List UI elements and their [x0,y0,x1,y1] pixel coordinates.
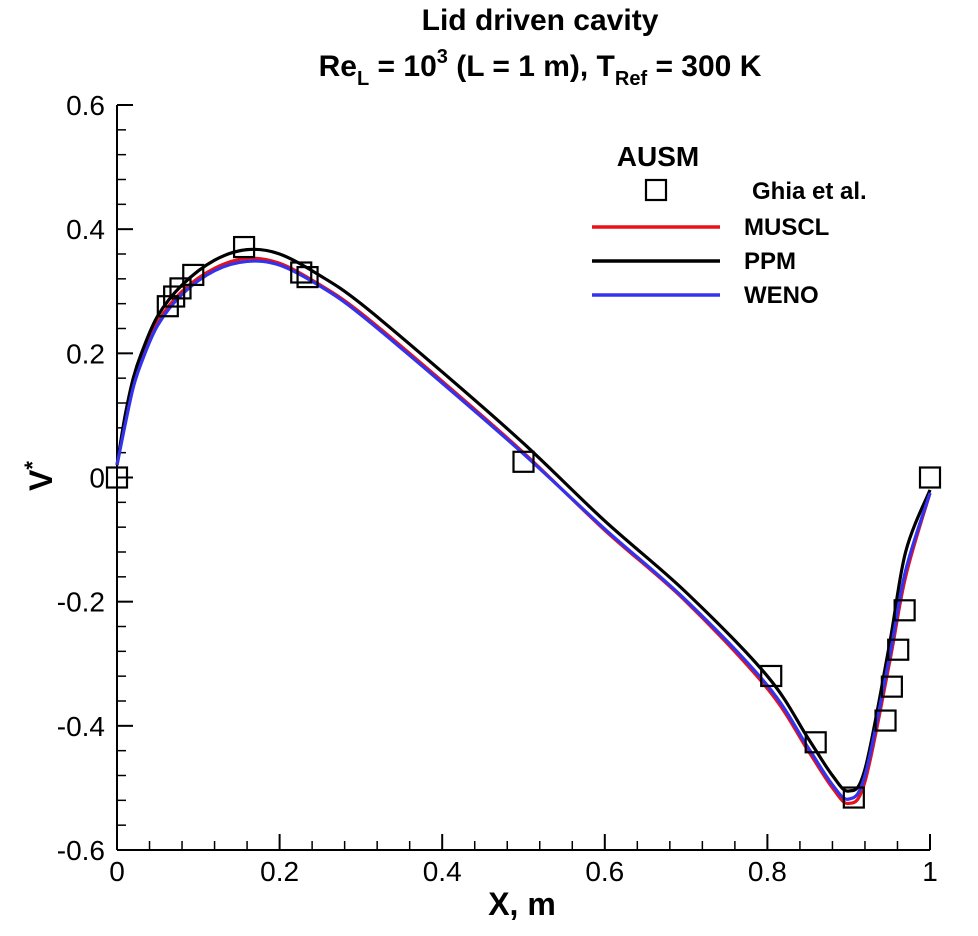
ghia-data-point [887,638,910,661]
x-tick-label: 0.2 [260,856,299,887]
y-tick-label: -0.2 [57,587,105,618]
x-tick-label: 0 [109,856,125,887]
y-axis-label-sup: * [20,461,45,470]
subtitle-re: Re [319,50,357,83]
subtitle-re-sub: L [357,68,369,90]
ghia-data-point [893,599,916,622]
ghia-data-point [918,466,942,489]
ghia-data-point [512,450,535,473]
subtitle-exp: 3 [437,46,448,68]
series-line-ppm [115,247,932,793]
chart-title: Lid driven cavity [422,4,659,37]
subtitle-temp: = 300 K [647,50,762,83]
ticks-group: -0.6 -0.4 -0.2 0 0.2 0.4 0.6 0 0.2 0.4 0.6 0.8 1 [57,90,938,887]
y-tick-label: -0.6 [57,835,105,866]
x-tick-label: 0.8 [748,856,787,887]
ghia-data-point [105,466,129,489]
series-line-weno [115,259,932,801]
ghia-data-point [842,786,865,809]
y-tick-label: 0.4 [66,214,105,245]
subtitle-t-sub: Ref [615,68,648,90]
legend-label-weno: WENO [744,282,819,309]
ghia-data-point [232,235,256,259]
y-axis-label: V* [20,461,59,491]
series-group [115,247,932,806]
ghia-data-point [874,709,897,732]
ghia-data-point [169,277,192,300]
chart-subtitle: ReL = 103 (L = 1 m), TRef = 300 K [319,46,762,90]
legend: AUSM Ghia et al. MUSCL PPM WENO [592,141,867,309]
y-tick-label: -0.4 [57,711,105,742]
subtitle-length: (L = 1 m), T [448,50,615,83]
subtitle-eq: = 10 [369,50,437,83]
x-tick-label: 0.6 [585,856,624,887]
ghia-data-point [880,675,903,698]
y-tick-label: 0.6 [66,90,105,121]
legend-title: AUSM [617,141,699,172]
legend-label-ppm: PPM [744,248,796,275]
x-axis-label: X, m [488,886,556,922]
y-tick-label: 0.2 [66,338,105,369]
y-axis-label-base: V [23,469,59,491]
ghia-data-point [760,664,783,688]
ghia-data-point [296,265,319,289]
ghia-data-point [182,263,205,287]
ghia-data-point [163,285,186,308]
markers-group [105,235,942,809]
legend-label-ghia: Ghia et al. [752,178,867,205]
ghia-data-point [804,731,827,754]
legend-marker-ghia [644,178,668,202]
y-tick-label: 0 [89,463,105,494]
series-line-muscl [115,256,932,806]
x-tick-label: 0.4 [423,856,462,887]
legend-label-muscl: MUSCL [744,214,829,241]
x-tick-label: 1 [922,856,938,887]
ghia-data-point [290,261,313,284]
